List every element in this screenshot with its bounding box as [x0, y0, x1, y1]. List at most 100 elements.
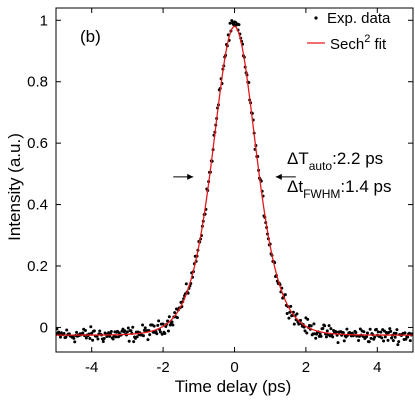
annotation-pulse-sub: FWHM	[303, 187, 340, 201]
data-point	[173, 311, 177, 315]
y-axis-title: Intensity (a.u.)	[5, 133, 24, 241]
data-point	[131, 325, 135, 329]
data-point	[167, 315, 171, 319]
data-point	[283, 293, 287, 297]
data-point	[184, 282, 188, 286]
legend-label-fit-sup: 2	[364, 33, 370, 45]
data-point	[403, 331, 407, 335]
annotation-pulse-width: ΔtFWHM:1.4 ps	[287, 177, 391, 201]
data-point	[334, 330, 338, 334]
data-point	[406, 335, 410, 339]
data-point	[408, 339, 412, 343]
legend-label-fit-main: Sech	[330, 36, 364, 53]
data-point	[327, 324, 331, 328]
data-point	[393, 335, 397, 339]
data-point	[92, 329, 96, 333]
x-tick-label: 4	[373, 359, 381, 376]
data-point	[382, 339, 386, 343]
axis-ticks: -4 -2 0 2 4 0 0.2 0.4 0.6 0.8 1	[27, 8, 413, 376]
data-point	[166, 329, 170, 333]
data-point	[64, 335, 68, 339]
data-point	[292, 322, 296, 326]
y-tick-label: 0.6	[27, 135, 48, 152]
data-point	[81, 331, 85, 335]
data-point	[341, 331, 345, 335]
data-point	[83, 328, 87, 332]
data-point	[336, 341, 340, 345]
legend: Exp. data Sech2 fit	[307, 10, 391, 53]
data-point	[157, 319, 161, 323]
data-point	[354, 330, 358, 334]
y-tick-label: 0	[40, 319, 48, 336]
data-point	[369, 336, 373, 340]
fwhm-arrow-right-head	[275, 173, 282, 180]
data-point	[114, 335, 118, 339]
legend-marker-exp-data	[314, 16, 318, 20]
data-point	[295, 312, 299, 316]
x-tick-label: -4	[85, 359, 98, 376]
y-tick-label: 0.2	[27, 258, 48, 275]
data-point	[96, 337, 100, 341]
data-point	[171, 323, 175, 327]
data-point	[404, 337, 408, 341]
data-point	[361, 334, 365, 338]
series-sech2-fit-line	[56, 25, 413, 336]
data-point	[73, 340, 77, 344]
data-point	[329, 327, 333, 331]
data-point	[368, 327, 372, 331]
data-point	[88, 336, 92, 340]
data-point	[123, 329, 127, 333]
data-point	[156, 323, 160, 327]
data-point	[365, 335, 369, 339]
data-point	[127, 339, 131, 343]
data-point	[143, 326, 147, 330]
data-point	[342, 339, 346, 343]
data-point	[65, 328, 69, 332]
data-point	[303, 329, 307, 333]
data-point	[289, 304, 293, 308]
data-point	[129, 329, 133, 333]
data-point	[125, 330, 129, 334]
data-point	[305, 331, 309, 335]
data-point	[163, 331, 167, 335]
data-point	[306, 317, 310, 321]
data-point	[358, 327, 362, 331]
annotation-auto-main: ΔT	[287, 149, 309, 168]
data-point	[228, 21, 232, 25]
y-tick-label: 1	[40, 12, 48, 29]
data-point	[132, 340, 136, 344]
fwhm-annotation: ΔTauto:2.2 ps ΔtFWHM:1.4 ps	[173, 149, 391, 201]
data-point	[237, 23, 241, 27]
panel-label: (b)	[80, 27, 101, 46]
data-point	[319, 334, 323, 338]
x-tick-label: 0	[230, 359, 238, 376]
data-point	[108, 334, 112, 338]
data-point	[101, 339, 105, 343]
data-point	[321, 326, 325, 330]
data-point	[314, 336, 318, 340]
data-point	[297, 322, 301, 326]
y-tick-label: 0.4	[27, 197, 48, 214]
data-point	[394, 331, 398, 335]
data-point	[98, 329, 102, 333]
data-point	[325, 329, 329, 333]
data-point	[287, 316, 291, 320]
data-point	[141, 323, 145, 327]
data-point	[323, 324, 327, 328]
annotation-auto-value: :2.2 ps	[332, 149, 383, 168]
data-point	[324, 335, 328, 339]
data-point	[331, 335, 335, 339]
data-point	[380, 336, 384, 340]
data-point	[102, 337, 106, 341]
data-point	[166, 319, 170, 323]
data-point	[84, 336, 88, 340]
data-point	[357, 339, 361, 342]
annotation-auto-sub: auto	[309, 159, 333, 173]
data-point	[117, 331, 121, 335]
data-point	[230, 19, 234, 23]
legend-label-exp-data: Exp. data	[327, 10, 391, 27]
data-point	[135, 335, 139, 339]
data-point	[146, 338, 150, 342]
data-point	[89, 325, 93, 329]
x-tick-label: 2	[302, 359, 310, 376]
